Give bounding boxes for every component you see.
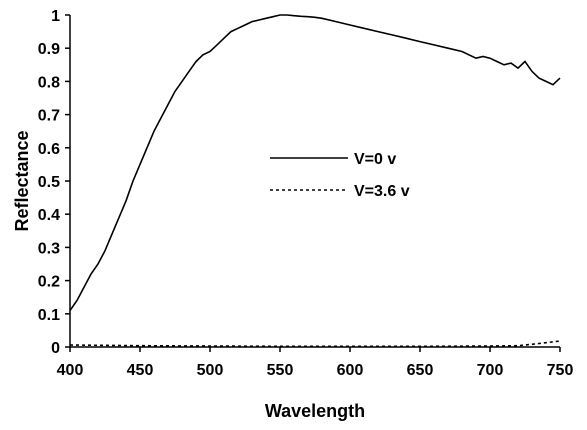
y-tick-label: 0 [51,340,60,357]
y-tick-label: 0.2 [38,274,60,291]
x-tick-label: 500 [197,362,224,379]
y-tick-label: 0.7 [38,108,60,125]
x-tick-label: 600 [337,362,364,379]
y-tick-label: 1 [51,8,60,25]
y-tick-label: 0.6 [38,141,60,158]
x-tick-label: 450 [127,362,154,379]
x-axis-ticks: 400 450 500 550 600 650 700 750 [57,347,574,379]
x-tick-label: 550 [267,362,294,379]
series-layer [69,14,561,348]
y-tick-label: 0.9 [38,41,60,58]
legend: V=0 v V=3.6 v [270,151,410,200]
y-tick-label: 0.5 [38,174,60,191]
y-tick-label: 0.4 [38,207,60,224]
y-axis-title: Reflectance [12,130,32,231]
x-tick-label: 400 [57,362,84,379]
y-tick-label: 0.1 [38,307,60,324]
x-tick-label: 750 [547,362,574,379]
plot-area [69,15,560,348]
y-tick-label: 0.3 [38,240,60,257]
series-line-2 [69,340,561,348]
x-tick-label: 650 [407,362,434,379]
legend-label-2: V=3.6 v [354,183,410,200]
legend-label-1: V=0 v [354,151,396,168]
series-line-1 [69,14,561,311]
x-axis-title: Wavelength [265,401,365,421]
y-axis-ticks: 0 0.1 0.2 0.3 0.4 0.5 0.6 0.7 0.8 0.9 1 [38,8,70,357]
y-tick-label: 0.8 [38,74,60,91]
x-tick-label: 700 [477,362,504,379]
